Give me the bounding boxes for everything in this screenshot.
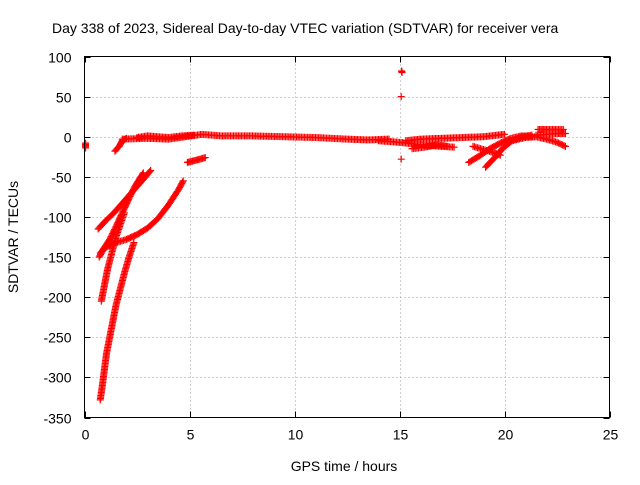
- data-point: [139, 170, 147, 178]
- data-point: [398, 69, 406, 77]
- data-point: [82, 144, 90, 152]
- x-tick-label: 15: [393, 427, 409, 443]
- y-tick-label: -150: [43, 250, 71, 266]
- x-tick-label: 5: [187, 427, 195, 443]
- data-point: [397, 93, 405, 101]
- data-point: [501, 130, 508, 138]
- data-point: [561, 142, 569, 150]
- plot-frame: [84, 56, 610, 418]
- x-tick-label: 10: [288, 427, 304, 443]
- data-point: [496, 151, 504, 159]
- y-tick-label: -250: [43, 330, 71, 346]
- y-tick-label: -50: [51, 170, 71, 186]
- y-tick-label: -200: [43, 290, 71, 306]
- data-point: [130, 239, 138, 247]
- data-series: [82, 67, 569, 404]
- y-tick-label: 100: [48, 50, 72, 66]
- y-tick-label: -300: [43, 370, 71, 386]
- data-point: [179, 178, 186, 186]
- data-point: [139, 169, 147, 177]
- data-point: [201, 154, 209, 162]
- y-tick-label: -350: [43, 411, 71, 427]
- y-axis-label: SDTVAR / TECUs: [5, 181, 21, 293]
- data-point: [561, 130, 569, 138]
- data-point: [146, 167, 154, 175]
- x-tick-label: 25: [603, 427, 619, 443]
- data-point: [120, 209, 128, 217]
- data-point: [560, 142, 568, 150]
- data-point: [559, 126, 567, 134]
- y-tick-label: -100: [43, 210, 71, 226]
- x-tick-label: 0: [82, 427, 90, 443]
- chart-title: Day 338 of 2023, Sidereal Day-to-day VTE…: [52, 20, 558, 36]
- data-point: [179, 177, 187, 185]
- data-point: [147, 166, 155, 174]
- data-point: [444, 142, 452, 150]
- y-tick-label: 50: [56, 90, 72, 106]
- y-tick-label: 0: [64, 130, 72, 146]
- x-tick-label: 20: [498, 427, 514, 443]
- data-point: [190, 131, 198, 139]
- x-axis-label: GPS time / hours: [291, 458, 398, 474]
- data-point: [397, 155, 405, 163]
- data-point: [450, 143, 458, 151]
- tick-layer: 0 5 10 15 20 25 100 50 0 -50 -100 -150 -200 -250 -300 -…: [43, 50, 618, 443]
- grid-layer: [84, 56, 610, 418]
- data-layer: [82, 67, 569, 404]
